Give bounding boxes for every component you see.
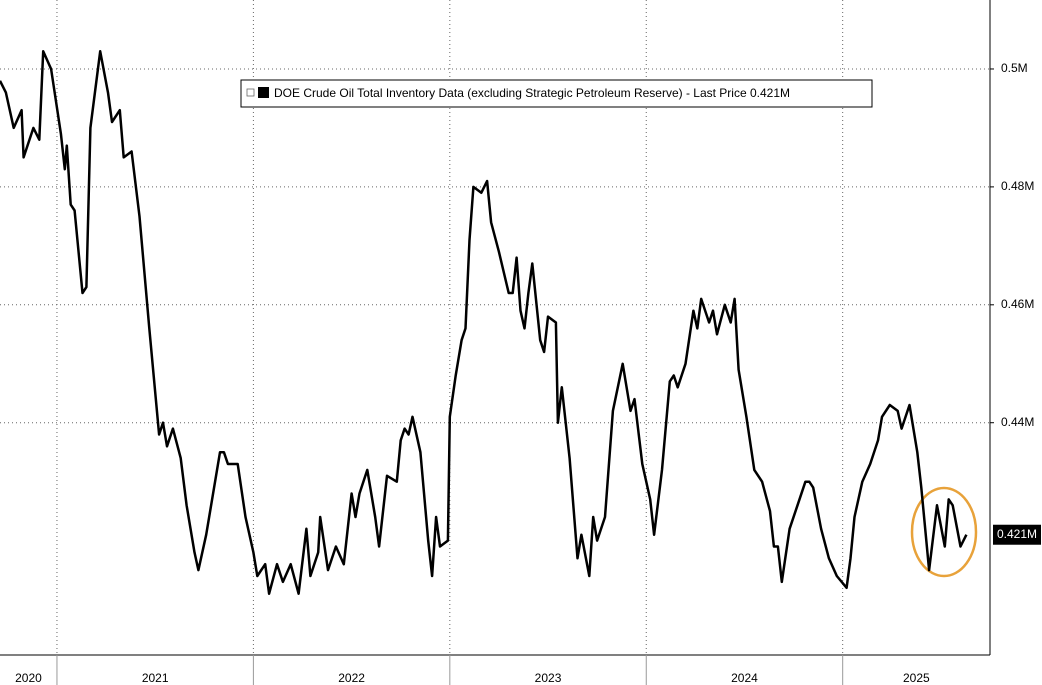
x-tick-label: 2021: [142, 671, 169, 685]
y-tick-label: 0.46M: [1001, 297, 1034, 311]
last-value-label: 0.421M: [997, 527, 1037, 541]
y-tick-label: 0.44M: [1001, 415, 1034, 429]
x-tick-label: 2024: [731, 671, 758, 685]
x-tick-label: 2020: [15, 671, 42, 685]
last-value-tag: [993, 524, 1041, 545]
x-tick-label: 2022: [338, 671, 365, 685]
legend-label: DOE Crude Oil Total Inventory Data (excl…: [274, 86, 790, 100]
x-tick-label: 2023: [535, 671, 562, 685]
legend: DOE Crude Oil Total Inventory Data (excl…: [240, 79, 873, 108]
y-tick-label: 0.5M: [1001, 61, 1028, 75]
highlight-circle: [910, 486, 978, 578]
legend-box: [240, 79, 873, 108]
y-tick-label: 0.48M: [1001, 179, 1034, 193]
legend-expand-icon: [246, 88, 255, 97]
line-series: [0, 50, 968, 595]
x-tick-label: 2025: [903, 671, 930, 685]
legend-swatch: [258, 87, 269, 98]
